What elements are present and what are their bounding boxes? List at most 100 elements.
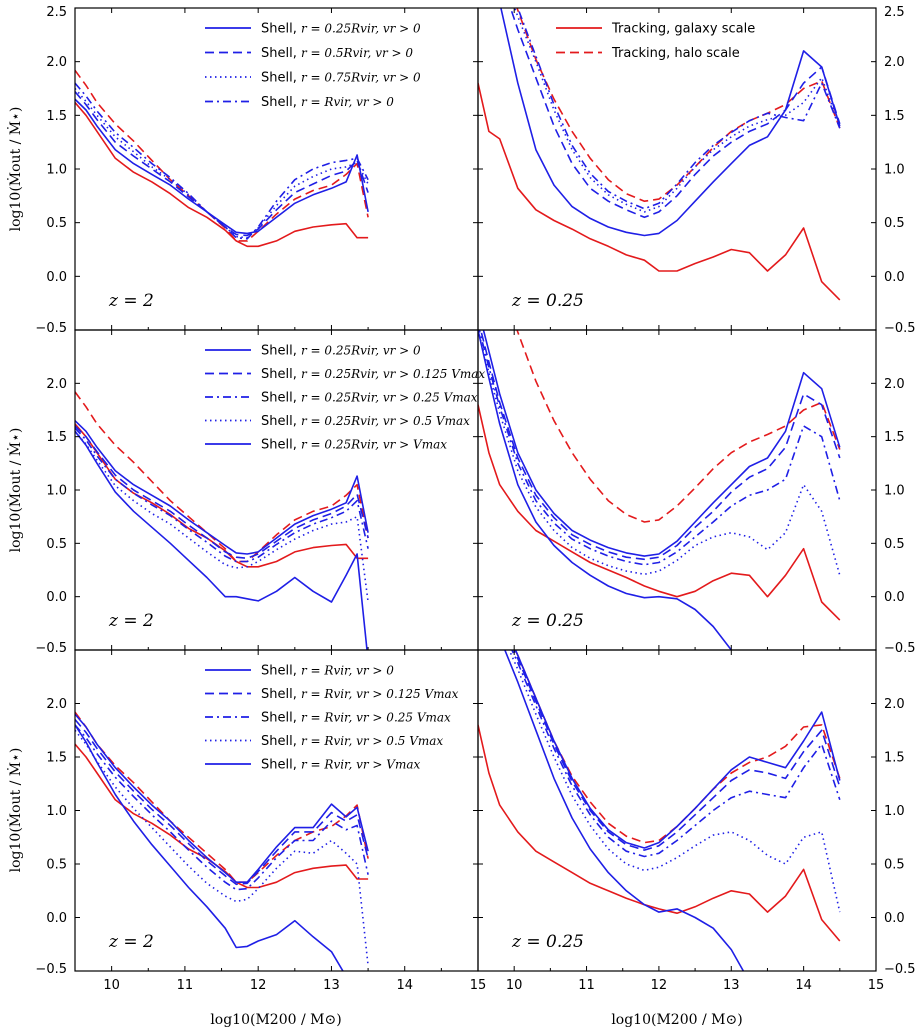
y-tick-label: 0.0 xyxy=(46,911,67,926)
y-tick-label: 1.0 xyxy=(884,163,905,178)
series-line xyxy=(478,404,841,621)
y-tick-label: 0.5 xyxy=(884,216,905,231)
series-line xyxy=(511,650,841,858)
series-line xyxy=(75,724,369,891)
legend-label: Shell, r = Rvir, vr > 0.5 Vmax xyxy=(261,734,443,749)
series-line xyxy=(508,650,841,913)
legend-label: Shell, r = 0.25Rvir, vr > 0.25 Vmax xyxy=(261,391,478,406)
series-line xyxy=(478,82,841,301)
series-line xyxy=(478,330,733,650)
y-tick-label: 2.0 xyxy=(884,377,905,392)
y-tick-label: 0.5 xyxy=(884,537,905,552)
legend-label: Shell, r = 0.25Rvir, vr > Vmax xyxy=(261,438,447,453)
legend: Tracking, galaxy scale Tracking, halo sca… xyxy=(556,22,755,61)
series-line xyxy=(516,8,841,202)
x-tick-label: 15 xyxy=(868,978,885,993)
redshift-label: z = 2 xyxy=(108,611,154,631)
y-tick-label: 0.5 xyxy=(46,216,67,231)
panel-top-right: −0.5 0.0 0.5 1.0 1.5 2.0 2.5 z = 0.25 Tracking, … xyxy=(477,5,916,336)
series-line xyxy=(75,98,369,235)
series-line xyxy=(75,91,369,237)
y-tick-label: 2.0 xyxy=(46,55,67,70)
y-tick-label: 2.0 xyxy=(884,55,905,70)
legend-label: Shell, r = 0.5Rvir, vr > 0 xyxy=(261,46,413,61)
legend-label: Shell, r = 0.25Rvir, vr > 0.125 Vmax xyxy=(261,367,485,382)
redshift-label: z = 0.25 xyxy=(511,932,584,952)
series-line xyxy=(75,724,344,971)
panel-middle-right: −0.5 0.0 0.5 1.0 1.5 2.0 z = 0.25 xyxy=(477,329,916,656)
legend-label: Shell, r = Rvir, vr > 0 xyxy=(261,664,394,679)
series-line xyxy=(500,8,841,237)
x-tick-label: 13 xyxy=(723,978,740,993)
legend-label: Shell, r = 0.25Rvir, vr > 0 xyxy=(261,344,421,359)
y-axis-label-middle: log10(Ṁout / Ṁ⋆) xyxy=(6,428,24,553)
legend-label: Shell, r = Rvir, vr > 0 xyxy=(261,95,394,110)
y-tick-label: 2.5 xyxy=(884,5,905,20)
series-line xyxy=(516,8,841,210)
y-tick-label: −0.5 xyxy=(35,321,67,336)
series-line xyxy=(75,87,369,239)
series-group xyxy=(478,8,841,301)
panels: −0.5 0.0 0.5 1.0 1.5 2.0 2.5 z = 2 Shell, r = 0.… xyxy=(35,5,916,993)
legend-label: Shell, r = 0.25Rvir, vr > 0 xyxy=(261,22,421,37)
series-line xyxy=(516,330,841,523)
y-axis-label-top: log10(Ṁout / Ṁ⋆) xyxy=(6,107,24,232)
series-line xyxy=(75,713,369,884)
series-line xyxy=(75,420,369,555)
legend: Shell, r = Rvir, vr > 0 Shell, r = Rvir, … xyxy=(205,664,459,773)
panel-bottom-right: 10 11 12 13 14 15−0.5 0.0 0.5 1.0 1.5 2.0 z = 0.25 xyxy=(477,649,916,993)
y-tick-label: 1.5 xyxy=(46,109,67,124)
x-tick-label: 10 xyxy=(506,978,523,993)
y-tick-label: 0.0 xyxy=(884,590,905,605)
legend: Shell, r = 0.25Rvir, vr > 0 Shell, r = 0.… xyxy=(205,344,485,453)
y-axis-label-bottom: log10(Ṁout / Ṁ⋆) xyxy=(6,748,24,873)
series-line xyxy=(513,8,841,213)
legend-label: Tracking, halo scale xyxy=(611,46,740,61)
legend-label: Shell, r = Rvir, vr > 0.125 Vmax xyxy=(261,687,459,702)
x-tick-label: 11 xyxy=(578,978,595,993)
y-tick-label: −0.5 xyxy=(884,321,916,336)
series-line xyxy=(75,430,368,650)
series-line xyxy=(478,724,841,942)
y-tick-label: 0.0 xyxy=(884,911,905,926)
panel-bottom-left: 10 11 12 13 14 15 −0.5 0.0 0.5 1.0 1.5 2.0 z = 2 Shel… xyxy=(35,649,486,993)
x-tick-label: 12 xyxy=(250,978,267,993)
y-tick-label: 2.5 xyxy=(46,5,67,20)
y-tick-label: 1.0 xyxy=(46,484,67,499)
x-axis-label-right: log10(M200 / M⊙) xyxy=(611,1012,742,1028)
series-line xyxy=(482,330,841,557)
legend-label: Shell, r = 0.25Rvir, vr > 0.5 Vmax xyxy=(261,414,470,429)
x-tick-label: 12 xyxy=(651,978,668,993)
panel-middle-left: −0.5 0.0 0.5 1.0 1.5 2.0 z = 2 Shell, r = 0.25R… xyxy=(35,329,485,656)
y-tick-label: 1.5 xyxy=(884,751,905,766)
y-tick-label: 2.0 xyxy=(46,697,67,712)
x-tick-label: 13 xyxy=(323,978,340,993)
series-line xyxy=(75,69,369,242)
panel-top-left: −0.5 0.0 0.5 1.0 1.5 2.0 2.5 z = 2 Shell, r = 0.… xyxy=(35,5,479,336)
series-line xyxy=(75,427,369,563)
y-tick-label: 0.5 xyxy=(46,858,67,873)
axes-frame xyxy=(477,649,877,972)
redshift-label: z = 0.25 xyxy=(511,611,584,631)
y-tick-label: −0.5 xyxy=(35,962,67,977)
series-line xyxy=(478,330,841,576)
y-tick-label: −0.5 xyxy=(884,962,916,977)
redshift-label: z = 0.25 xyxy=(511,291,584,311)
y-tick-label: 0.0 xyxy=(884,270,905,285)
series-group xyxy=(75,69,369,248)
axes-frame xyxy=(477,329,877,651)
legend-label: Tracking, galaxy scale xyxy=(611,22,755,37)
y-tick-label: 1.5 xyxy=(46,430,67,445)
legend-label: Shell, r = Rvir, vr > 0.25 Vmax xyxy=(261,711,451,726)
x-tick-label: 14 xyxy=(795,978,812,993)
legend-label: Shell, r = Rvir, vr > Vmax xyxy=(261,758,421,773)
series-group xyxy=(75,391,369,650)
series-group xyxy=(75,711,369,971)
series-line xyxy=(75,729,369,966)
y-tick-label: 1.0 xyxy=(884,804,905,819)
x-tick-label: 10 xyxy=(103,978,120,993)
y-tick-label: 1.0 xyxy=(884,484,905,499)
legend: Shell, r = 0.25Rvir, vr > 0 Shell, r = 0.… xyxy=(205,22,421,110)
redshift-label: z = 2 xyxy=(108,291,154,311)
